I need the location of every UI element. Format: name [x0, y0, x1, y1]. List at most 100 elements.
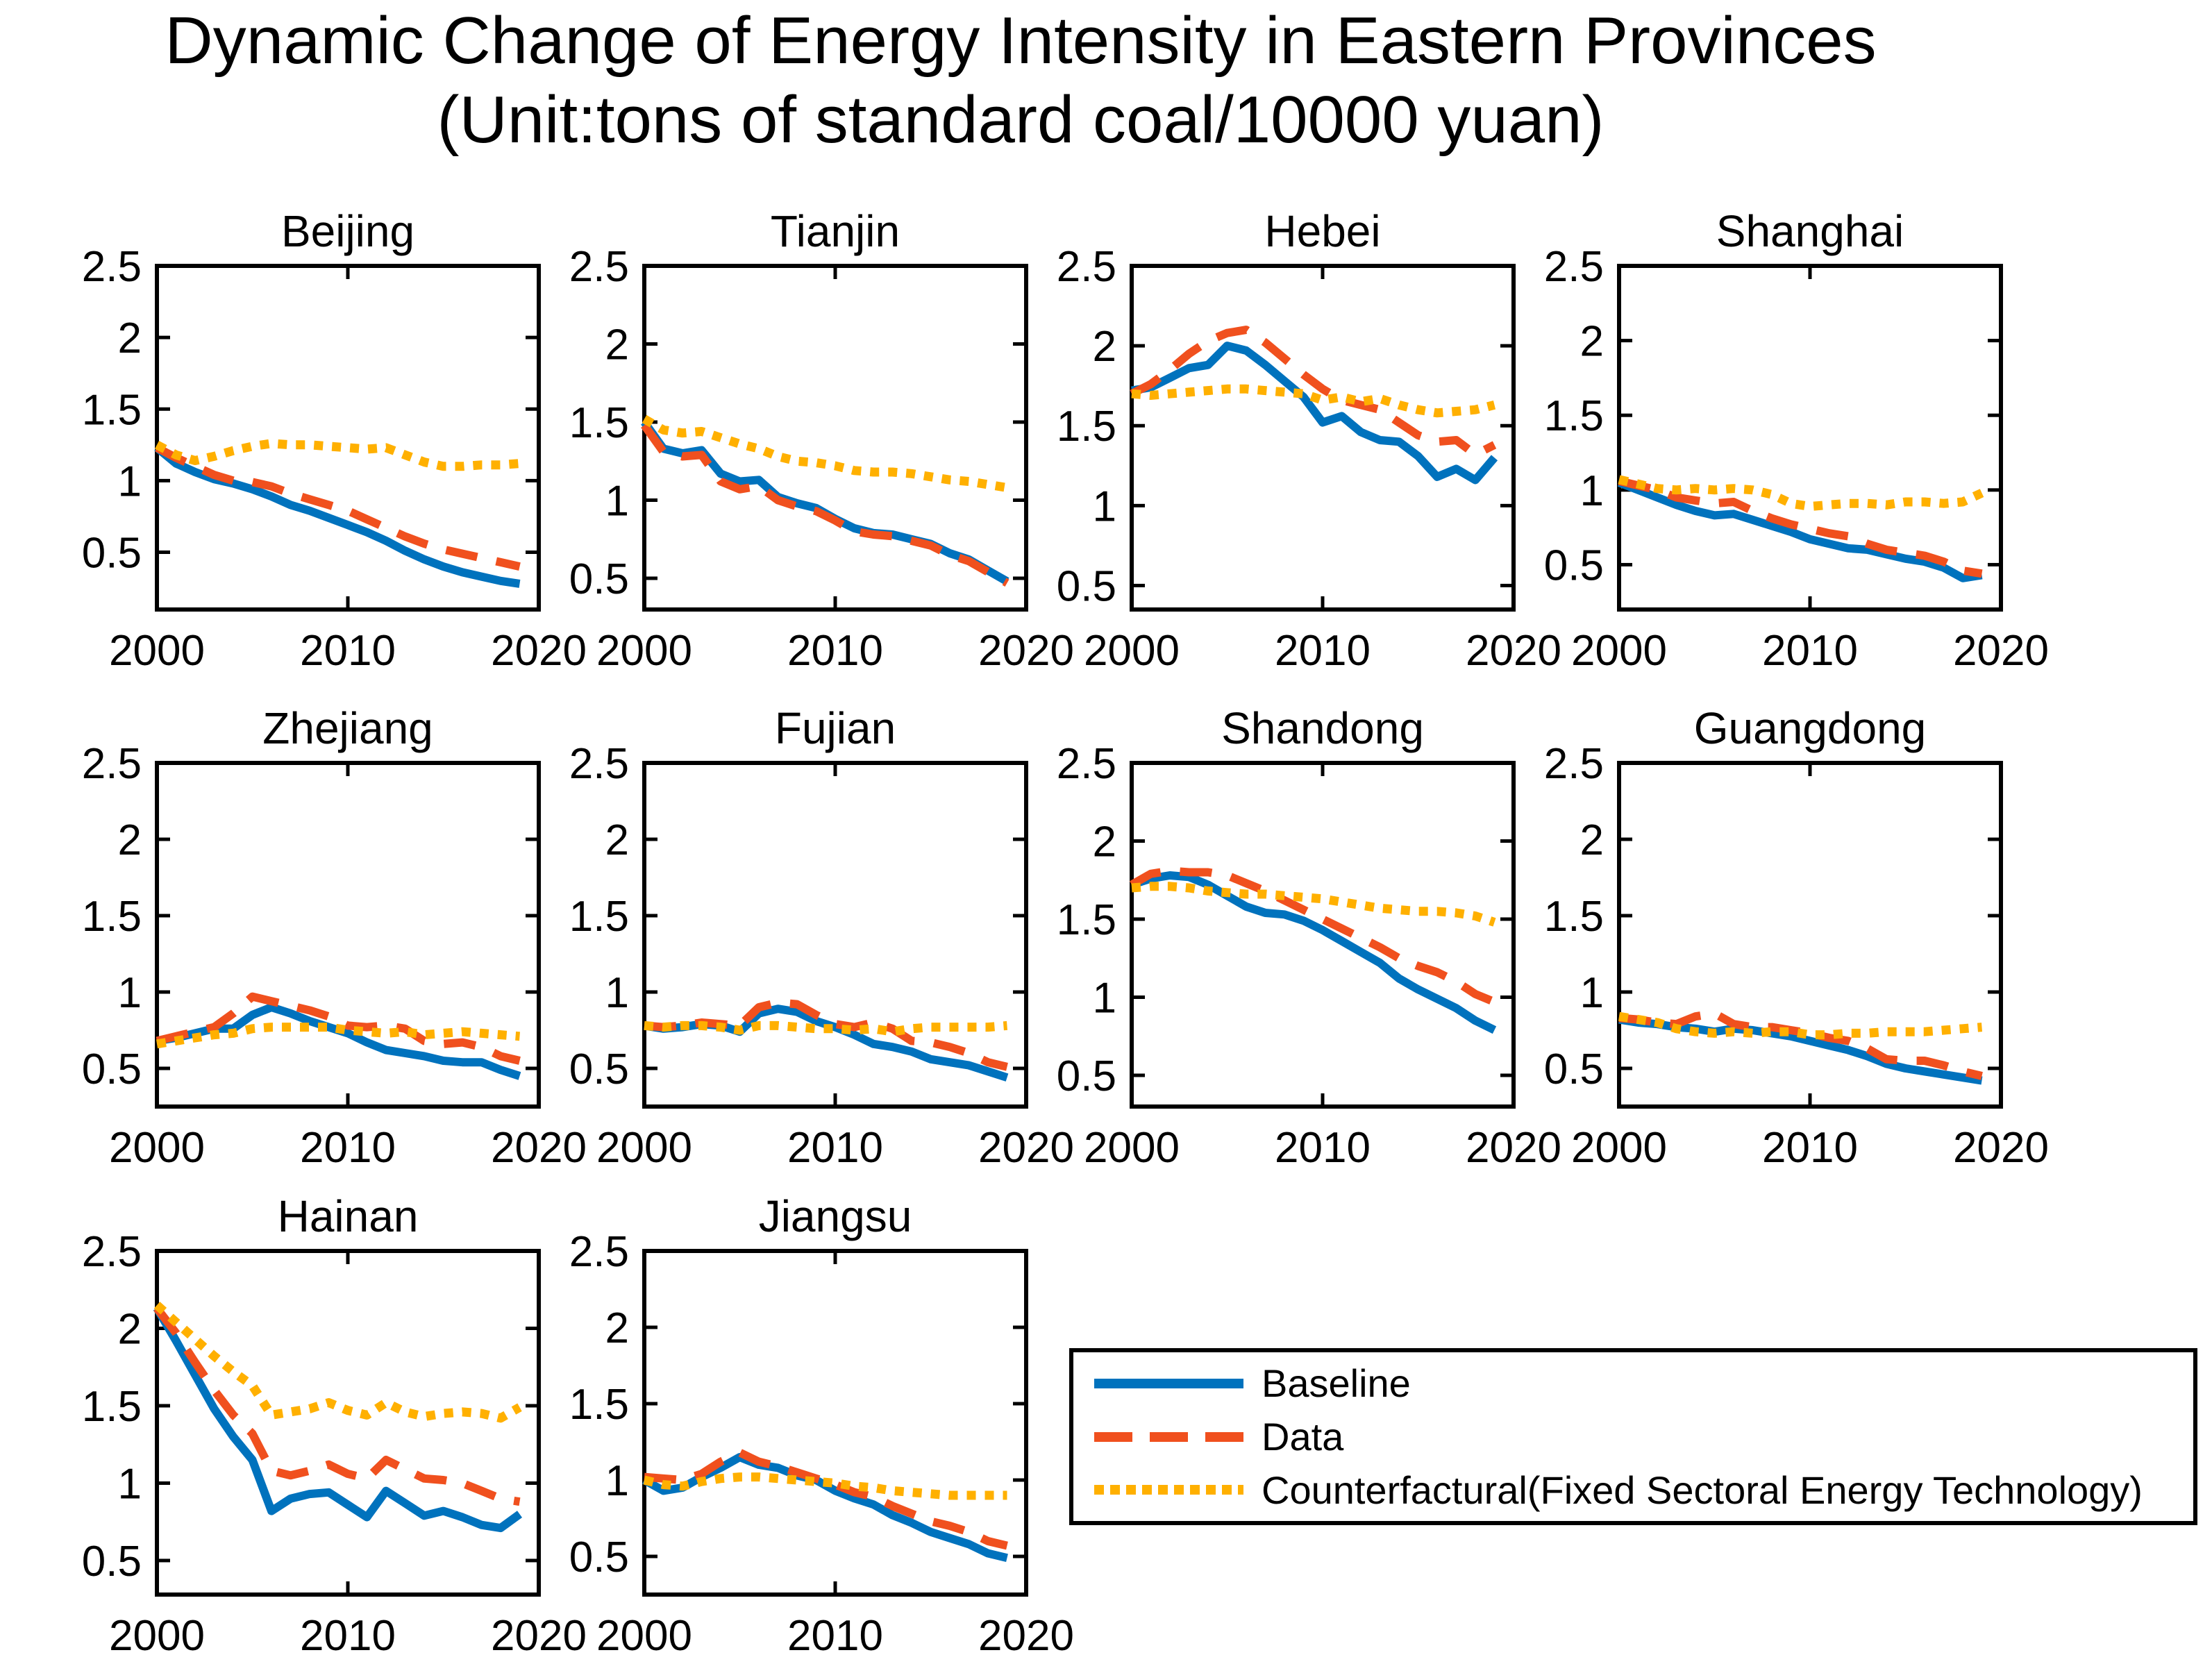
- axes-box: [155, 1249, 541, 1597]
- y-tick-label: 2: [1580, 318, 1604, 366]
- x-tick-label: 2010: [787, 1612, 883, 1660]
- legend-item-data: Data: [1094, 1411, 2193, 1463]
- axes-box: [155, 264, 541, 612]
- x-tick-label: 2010: [300, 1124, 396, 1172]
- y-tick-label: 1: [605, 1457, 629, 1505]
- legend-item-baseline: Baseline: [1094, 1357, 2193, 1410]
- line-data-hainan: [153, 1305, 521, 1506]
- y-tick-label: 2: [118, 1305, 142, 1353]
- line-counterfactural-guangdong: [1618, 1011, 1983, 1040]
- axes-box: [1130, 264, 1516, 612]
- x-tick-label: 2000: [596, 627, 692, 675]
- line-baseline-hainan: [153, 1306, 523, 1533]
- axes-box: [642, 1249, 1028, 1597]
- line-counterfactural-shanghai: [1618, 475, 1984, 511]
- panel-shandong: 0.5 1 1.5 2 2.5 2000 2010 2020 Shandong: [1057, 703, 1561, 1172]
- subplot-title: Hebei: [1264, 206, 1380, 256]
- x-tick-label: 2020: [491, 1124, 587, 1172]
- line-baseline-tianjin: [641, 419, 1009, 585]
- line-counterfactural-fujian: [644, 1020, 1008, 1036]
- subplot-title: Hainan: [278, 1191, 419, 1241]
- y-tick-label: 2: [605, 816, 629, 864]
- y-tick-label: 2: [1093, 818, 1116, 866]
- axes-box: [1130, 761, 1516, 1109]
- x-tick-label: 2000: [109, 627, 205, 675]
- y-tick-label: 1.5: [1057, 896, 1116, 944]
- line-baseline-hebei: [1131, 342, 1498, 485]
- y-tick-label: 1.5: [82, 1383, 142, 1431]
- panel-beijing: 0.5 1 1.5 2 2.5 2000 2010 2020 Beijing: [82, 206, 587, 675]
- x-tick-label: 2000: [1084, 627, 1180, 675]
- y-tick-label: 2.5: [82, 243, 142, 291]
- y-tick-label: 2: [118, 816, 142, 864]
- legend-box: Baseline Data Counterfactural(Fixed Sect…: [1069, 1348, 2197, 1525]
- line-counterfactural-zhejiang: [156, 1023, 521, 1049]
- axes-box: [642, 761, 1028, 1109]
- legend-baseline-line-sample: [1094, 1378, 1243, 1388]
- y-tick-label: 1.5: [569, 399, 629, 447]
- panel-hebei: 0.5 1 1.5 2 2.5 2000 2010 2020 Hebei: [1057, 206, 1561, 675]
- legend-item-counterfactural: Counterfactural(Fixed Sectoral Energy Te…: [1094, 1463, 2193, 1516]
- panel-tianjin: 0.5 1 1.5 2 2.5 2000 2010 2020 Tianjin: [569, 206, 1074, 675]
- legend-label-counterfactural: Counterfactural(Fixed Sectoral Energy Te…: [1262, 1468, 2143, 1512]
- x-tick-label: 2020: [1953, 1124, 2049, 1172]
- y-tick-label: 0.5: [569, 1533, 629, 1581]
- legend-label-baseline: Baseline: [1262, 1361, 1411, 1406]
- x-tick-label: 2010: [787, 627, 883, 675]
- y-tick-label: 0.5: [82, 530, 142, 578]
- line-data-zhejiang: [156, 992, 521, 1065]
- subplot-title: Beijing: [281, 206, 414, 256]
- axes-box: [1617, 264, 2003, 612]
- x-tick-label: 2000: [596, 1612, 692, 1660]
- panel-jiangsu: 0.5 1 1.5 2 2.5 2000 2010 2020 Jiangsu: [569, 1191, 1074, 1660]
- y-tick-label: 2.5: [569, 1228, 629, 1276]
- legend-counterfactural-line-sample: [1094, 1485, 1243, 1495]
- x-tick-label: 2020: [978, 627, 1074, 675]
- x-tick-label: 2020: [1466, 627, 1561, 675]
- y-tick-label: 1: [1580, 969, 1604, 1017]
- subplot-title: Zhejiang: [262, 703, 433, 753]
- line-data-shanghai: [1618, 477, 1983, 578]
- axes-box: [155, 761, 541, 1109]
- x-tick-label: 2000: [1571, 627, 1667, 675]
- x-tick-label: 2000: [1084, 1124, 1180, 1172]
- y-tick-label: 1.5: [1057, 403, 1116, 451]
- y-tick-label: 2: [118, 314, 142, 362]
- y-tick-label: 0.5: [82, 1045, 142, 1093]
- legend-label-data: Data: [1262, 1415, 1344, 1459]
- line-data-fujian: [644, 998, 1008, 1071]
- axes-box: [1617, 761, 2003, 1109]
- y-tick-label: 2.5: [1544, 740, 1604, 788]
- y-tick-label: 2.5: [1057, 243, 1116, 291]
- subplot-title: Jiangsu: [759, 1191, 912, 1241]
- x-tick-label: 2020: [1953, 627, 2049, 675]
- line-baseline-shanghai: [1617, 478, 1983, 582]
- line-counterfactural-jiangsu: [643, 1472, 1007, 1500]
- x-tick-label: 2010: [1762, 627, 1858, 675]
- x-tick-label: 2010: [1275, 1124, 1371, 1172]
- y-tick-label: 2.5: [1057, 740, 1116, 788]
- panel-hainan: 0.5 1 1.5 2 2.5 2000 2010 2020 Hainan: [82, 1191, 587, 1660]
- panel-fujian: 0.5 1 1.5 2 2.5 2000 2010 2020 Fujian: [569, 703, 1074, 1172]
- y-tick-label: 1: [1580, 467, 1604, 515]
- line-counterfactural-beijing: [154, 439, 520, 471]
- y-tick-label: 1.5: [1544, 392, 1604, 440]
- y-tick-label: 0.5: [569, 555, 629, 603]
- line-baseline-shandong: [1130, 871, 1497, 1034]
- x-tick-label: 2010: [300, 627, 396, 675]
- x-tick-label: 2020: [491, 1612, 587, 1660]
- subplot-title: Shanghai: [1716, 206, 1904, 256]
- y-tick-label: 1: [605, 969, 629, 1017]
- x-tick-label: 2020: [1466, 1124, 1561, 1172]
- line-counterfactural-hainan: [153, 1302, 522, 1423]
- x-tick-label: 2010: [1275, 627, 1371, 675]
- line-data-jiangsu: [644, 1448, 1008, 1550]
- x-tick-label: 2000: [109, 1612, 205, 1660]
- subplot-title: Shandong: [1221, 703, 1424, 753]
- y-tick-label: 2.5: [1544, 243, 1604, 291]
- line-counterfactural-hebei: [1131, 384, 1496, 418]
- line-data-tianjin: [641, 423, 1009, 587]
- x-tick-label: 2000: [1571, 1124, 1667, 1172]
